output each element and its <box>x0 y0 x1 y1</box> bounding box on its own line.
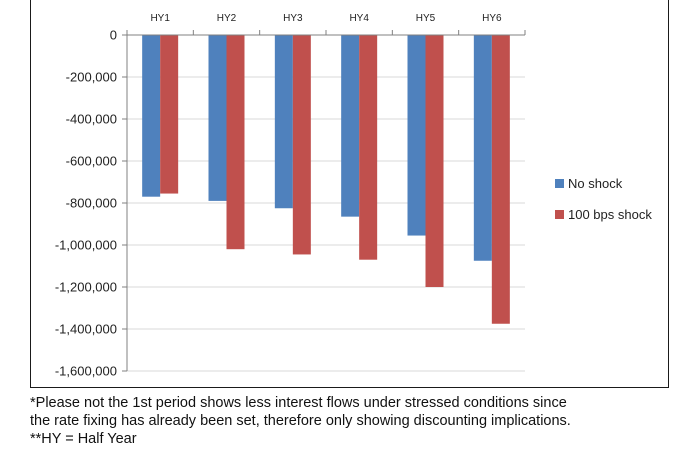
y-tick-label: -1,400,000 <box>55 322 117 337</box>
y-tick-label: -600,000 <box>66 154 117 169</box>
legend-label-shock: 100 bps shock <box>568 207 652 222</box>
footnote-line-1: *Please not the 1st period shows less in… <box>30 395 567 411</box>
chart-frame: 0 -200,000 -400,000 -600,000 -800,000 -1,000,… <box>30 0 669 388</box>
bar-no-shock-hy5 <box>407 35 426 236</box>
bar-shock-hy3 <box>292 35 311 255</box>
y-tick-label: -200,000 <box>66 70 117 85</box>
bar-chart: 0 -200,000 -400,000 -600,000 -800,000 -1,000,… <box>55 13 653 379</box>
bar-no-shock-hy4 <box>341 35 360 217</box>
x-tick-label: HY5 <box>416 13 436 24</box>
y-tick-label: -1,600,000 <box>55 364 117 379</box>
bar-no-shock-hy3 <box>274 35 293 209</box>
bar-shock-hy4 <box>359 35 378 260</box>
y-tick-label: -800,000 <box>66 196 117 211</box>
bar-shock-hy2 <box>226 35 245 250</box>
x-tick-label: HY4 <box>349 13 369 24</box>
x-tick-label: HY1 <box>150 13 170 24</box>
bar-no-shock-hy6 <box>473 35 492 261</box>
footnote: *Please not the 1st period shows less in… <box>30 394 675 448</box>
legend-swatch-no-shock <box>555 179 564 188</box>
x-tick-label: HY6 <box>482 13 502 24</box>
bar-shock-hy5 <box>425 35 444 287</box>
bar-no-shock-hy2 <box>208 35 227 201</box>
y-tick-label: -1,000,000 <box>55 238 117 253</box>
bar-shock-hy6 <box>491 35 510 324</box>
x-tick-label: HY2 <box>217 13 237 24</box>
y-tick-label: 0 <box>110 28 117 43</box>
legend: No shock 100 bps shock <box>555 176 652 222</box>
y-tick-label: -1,200,000 <box>55 280 117 295</box>
footnote-line-2: the rate fixing has already been set, th… <box>30 413 571 429</box>
legend-label-no-shock: No shock <box>568 176 623 191</box>
bars <box>142 35 510 324</box>
x-tick-label: HY3 <box>283 13 303 24</box>
footnote-line-3: **HY = Half Year <box>30 431 137 447</box>
bar-shock-hy1 <box>160 35 179 194</box>
axes: 0 -200,000 -400,000 -600,000 -800,000 -1,000,… <box>55 13 526 379</box>
legend-swatch-shock <box>555 210 564 219</box>
y-tick-label: -400,000 <box>66 112 117 127</box>
bar-no-shock-hy1 <box>142 35 161 197</box>
gridlines <box>127 76 525 372</box>
